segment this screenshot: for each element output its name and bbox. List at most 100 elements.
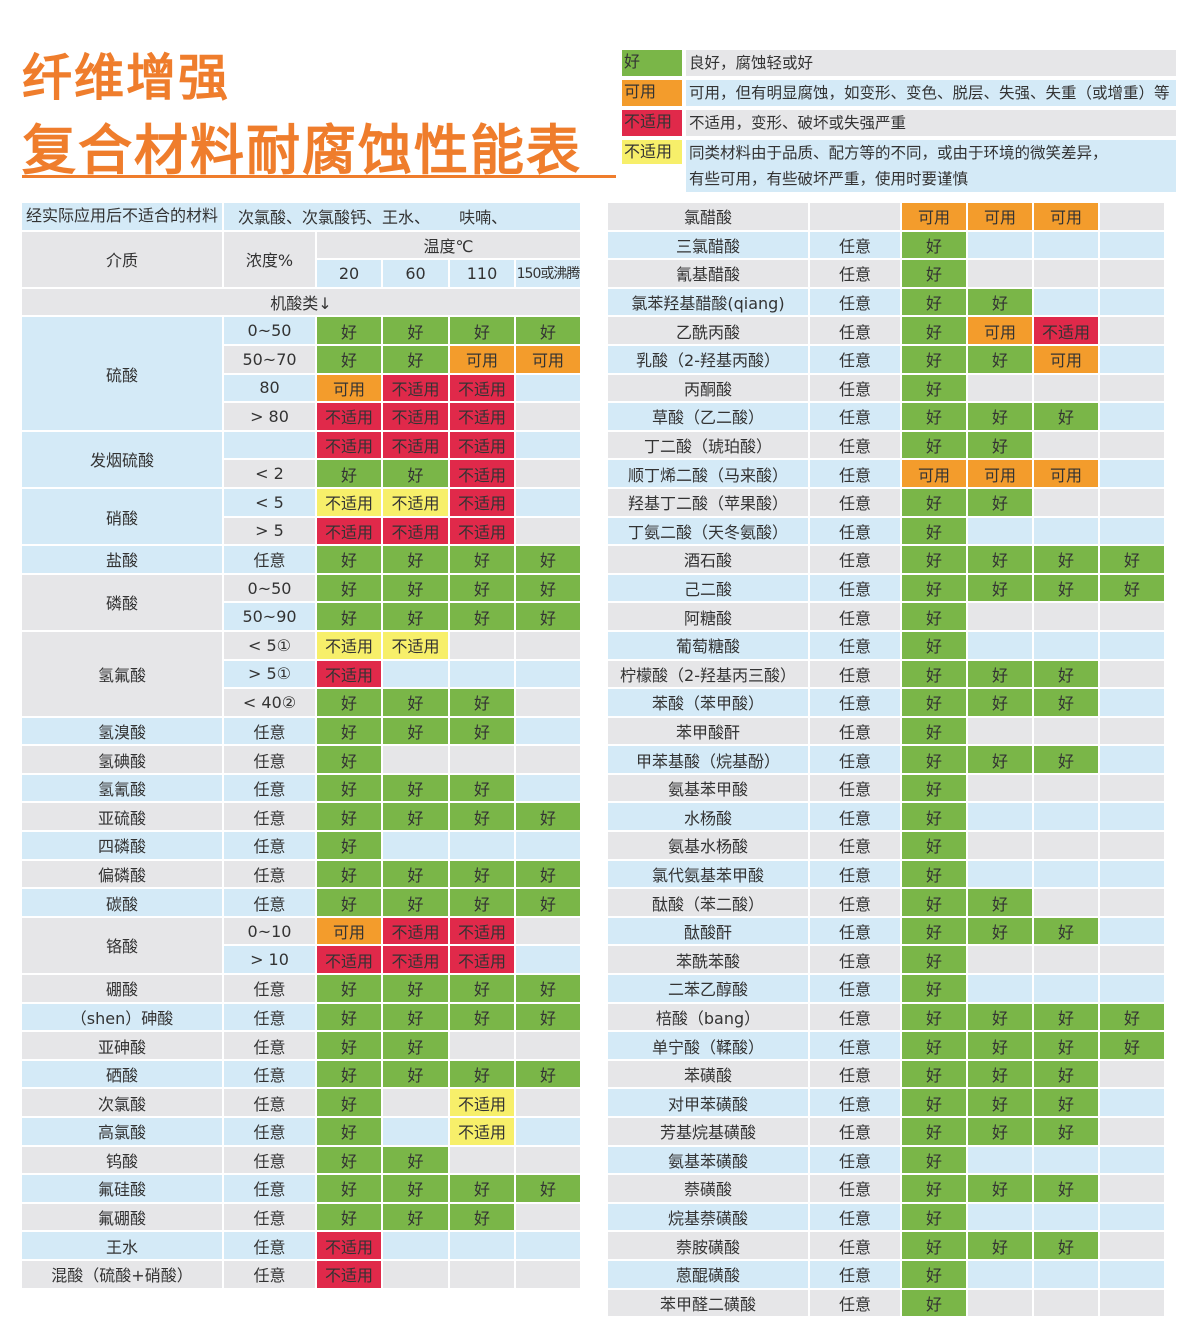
rating-cell: 好 [902, 1003, 966, 1031]
concentration-cell: 任意 [810, 660, 900, 688]
table-row: 亚硫酸 任意好好好好 [22, 803, 580, 831]
empty-cell [1034, 1260, 1098, 1288]
unsuitable-label: 经实际应用后不适合的材料 [22, 203, 222, 230]
rating-cell: 不适用 [450, 517, 514, 545]
concentration-cell: 任意 [810, 1146, 900, 1174]
table-row: 碳酸 任意好好好好 [22, 889, 580, 916]
empty-cell [1100, 231, 1164, 259]
table-row: > 5① 不适用 [22, 660, 580, 688]
empty-cell [1100, 660, 1164, 688]
medium-cell: 苯甲醛二磺酸 [608, 1289, 808, 1317]
rating-cell: 不适用 [383, 631, 448, 659]
medium-cell: 葡萄糖酸 [608, 631, 808, 659]
rating-cell: 好 [968, 488, 1032, 516]
concentration-cell: 任意 [810, 774, 900, 802]
empty-cell [450, 1232, 514, 1259]
concentration-cell: 任意 [810, 832, 900, 859]
concentration-cell: 任意 [810, 288, 900, 316]
medium-cell: 氰基醋酸 [608, 260, 808, 287]
empty-cell [1100, 203, 1164, 230]
concentration-cell: 任意 [224, 889, 315, 916]
table-row: 丁二酸（琥珀酸） 任意好好 [608, 431, 1164, 459]
rating-cell: 好 [902, 231, 966, 259]
page-title-line1: 纤维增强 [22, 49, 230, 107]
empty-cell [1100, 717, 1164, 745]
concentration-cell [810, 203, 900, 230]
table-row: 芳基烷基磺酸 任意好好好 [608, 1118, 1164, 1145]
table-row: 水杨酸 任意好 [608, 803, 1164, 831]
rating-cell: 可用 [902, 460, 966, 487]
rating-cell: 不适用 [383, 517, 448, 545]
empty-cell [383, 746, 448, 773]
concentration-cell: 任意 [810, 717, 900, 745]
table-row: 柠檬酸（2-羟基丙三酸） 任意好好好 [608, 660, 1164, 688]
empty-cell [968, 231, 1032, 259]
empty-cell [1034, 288, 1098, 316]
empty-cell [1034, 517, 1098, 545]
medium-cell: 氟硼酸 [22, 1203, 222, 1231]
table-row: 氨基苯甲酸 任意好 [608, 774, 1164, 802]
rating-cell: 好 [317, 1060, 381, 1088]
table-row: 氯代氨基苯甲酸 任意好 [608, 860, 1164, 888]
medium-cell: 氨基苯甲酸 [608, 774, 808, 802]
medium-cell: 磷酸 [22, 574, 222, 630]
empty-cell [516, 746, 580, 773]
rating-cell: 可用 [968, 203, 1032, 230]
concentration-cell: < 5① [224, 631, 315, 659]
table-row: 苯甲醛二磺酸 任意好 [608, 1289, 1164, 1317]
medium-cell: 苯酸（苯甲酸） [608, 689, 808, 716]
table-row: 钨酸 任意好好 [22, 1146, 580, 1174]
rating-cell: 可用 [317, 374, 381, 402]
table-row: < 2 好好不适用 [22, 460, 580, 487]
medium-cell: 氯醋酸 [608, 203, 808, 230]
medium-cell: 酒石酸 [608, 546, 808, 573]
rating-cell: 好 [383, 546, 448, 573]
table-row: 偏磷酸 任意好好好好 [22, 860, 580, 888]
empty-cell [968, 603, 1032, 630]
concentration-cell: 任意 [810, 1260, 900, 1288]
table-row: 萘胺磺酸 任意好好好 [608, 1232, 1164, 1259]
rating-cell: 好 [902, 946, 966, 974]
rating-cell: 好 [516, 546, 580, 573]
left-corrosion-table: 经实际应用后不适合的材料 次氯酸、次氯酸钙、王水、 呋喃、 介质 浓度% 温度℃… [20, 201, 582, 1290]
rating-cell: 好 [516, 889, 580, 916]
medium-cell: 硝酸 [22, 488, 222, 545]
table-row: 苯磺酸 任意好好好 [608, 1060, 1164, 1088]
rating-cell: 好 [516, 803, 580, 831]
empty-cell [516, 917, 580, 945]
concentration-cell: 任意 [224, 860, 315, 888]
rating-cell: 好 [450, 1203, 514, 1231]
rating-cell: 好 [968, 1118, 1032, 1145]
rating-cell: 好 [902, 317, 966, 344]
rating-cell: 好 [902, 574, 966, 602]
rating-cell: 好 [317, 803, 381, 831]
rating-cell: 好 [902, 260, 966, 287]
concentration-cell: 任意 [224, 975, 315, 1002]
rating-cell: 好 [902, 431, 966, 459]
concentration-cell: 50~70 [224, 345, 315, 373]
right-corrosion-table: 氯醋酸 可用 可用 可用 三氯醋酸 任意好氰基醋酸 任意好氯苯羟基醋酸(qiang) 任意好好… [606, 201, 1166, 1318]
rating-cell: 好 [383, 574, 448, 602]
empty-cell [450, 1260, 514, 1288]
rating-cell: 好 [902, 374, 966, 402]
table-row: 草酸（乙二酸） 任意好好好 [608, 403, 1164, 430]
rating-cell: 不适用 [450, 374, 514, 402]
concentration-cell: 任意 [224, 1232, 315, 1259]
empty-cell [1034, 260, 1098, 287]
rating-cell: 好 [968, 1232, 1032, 1259]
rating-cell: 好 [383, 345, 448, 373]
empty-cell [1100, 317, 1164, 344]
rating-cell: 好 [968, 1175, 1032, 1202]
medium-cell: 棓酸（bang） [608, 1003, 808, 1031]
empty-cell [516, 403, 580, 430]
empty-cell [516, 1232, 580, 1259]
medium-cell: 乙酰丙酸 [608, 317, 808, 344]
rating-cell: 好 [1034, 546, 1098, 573]
rating-cell: 好 [1034, 1232, 1098, 1259]
empty-cell [516, 660, 580, 688]
concentration-cell: 任意 [810, 889, 900, 916]
table-row: 苯甲酸酐 任意好 [608, 717, 1164, 745]
rating-cell: 好 [317, 689, 381, 716]
legend-swatch: 可用 [622, 80, 682, 106]
concentration-cell: 任意 [224, 832, 315, 859]
